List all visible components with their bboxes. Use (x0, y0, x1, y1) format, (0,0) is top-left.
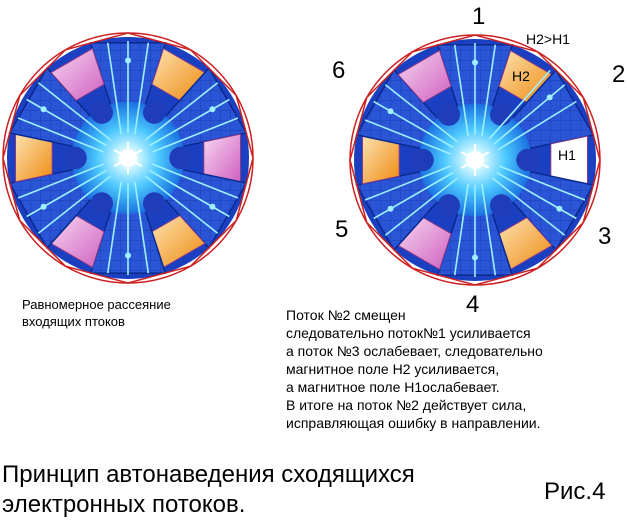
flow-line (149, 169, 230, 218)
flow-line (498, 165, 586, 201)
star-ray (113, 157, 129, 167)
flow-line (364, 119, 452, 155)
lobe (411, 148, 434, 172)
label-5: 5 (335, 216, 348, 243)
flow-arrow (387, 205, 394, 212)
flow-arrow (40, 203, 47, 210)
right-caption-line: а магнитное поле H1ослабевает. (286, 379, 500, 395)
label-3: 3 (598, 223, 611, 250)
right-caption-line: Поток №2 смещен (286, 307, 406, 323)
flow-line (37, 82, 112, 141)
figure-label: Рис.4 (544, 478, 606, 505)
flow-line (373, 100, 454, 149)
flow-line (151, 163, 239, 199)
left-caption-line: входящих птоков (22, 314, 125, 329)
outer-ring (2, 32, 254, 284)
flow-line (37, 175, 112, 234)
flow-line (384, 84, 459, 143)
lobe (143, 192, 166, 215)
lobe (64, 146, 87, 170)
flow-arrow (209, 203, 216, 210)
flow-line (149, 98, 230, 147)
flow-line (488, 69, 551, 140)
left-caption: Равномерное рассеяние входящих птоков (22, 296, 262, 330)
h2-label: H2 (512, 68, 530, 84)
star-ray (460, 151, 476, 161)
label-4: 4 (466, 291, 479, 318)
flow-arrow (472, 254, 478, 261)
star-ray (127, 149, 143, 159)
lobe (437, 194, 460, 217)
outer-ring (349, 34, 601, 286)
flow-arrow (556, 205, 563, 212)
flow-line (134, 181, 150, 274)
star-ray (113, 149, 129, 159)
flow-arrow (125, 252, 131, 259)
right-caption-line: а поток №3 ослабевает, следовательно (286, 343, 543, 359)
main-title-line: электронных потоков. (2, 491, 246, 518)
flow-line (26, 98, 107, 147)
flow-line (106, 42, 122, 135)
flow-line (17, 163, 105, 199)
flow-line (453, 44, 469, 137)
lobe (143, 101, 166, 124)
main-title: Принцип автонаведения сходящихся электро… (2, 460, 562, 520)
lobe (516, 148, 539, 172)
star-ray (460, 159, 476, 169)
left-caption-line: Равномерное рассеяние (22, 297, 171, 312)
flow-arrow (209, 106, 216, 113)
lobe (490, 103, 513, 126)
label-6: 6 (332, 57, 345, 84)
left-disk (2, 32, 254, 284)
flow-line (493, 84, 566, 145)
flow-line (26, 169, 107, 218)
right-caption-line: исправляющая ошибку в направлении. (286, 415, 541, 431)
star-ray (474, 151, 490, 161)
flow-line (373, 171, 454, 220)
lobe (90, 101, 113, 124)
gap-sector (397, 49, 452, 104)
flow-line (144, 175, 219, 234)
flow-line (481, 44, 497, 137)
flow-line (384, 177, 459, 236)
star-ray (127, 157, 143, 167)
right-caption-line: магнитное поле H2 усиливается, (286, 361, 500, 377)
flow-line (481, 183, 497, 276)
h1-label: H1 (558, 147, 576, 163)
flow-arrow (40, 106, 47, 113)
right-caption-line: следовательно поток№1 усиливается (286, 325, 531, 341)
flow-arrow (472, 59, 478, 66)
star-ray (474, 159, 490, 169)
relation-label: H2>H1 (526, 31, 570, 47)
flow-line (144, 82, 219, 141)
lobe (90, 192, 113, 215)
lobe (437, 103, 460, 126)
right-caption-line: В итоге на поток №2 действует сила, (286, 397, 527, 413)
flow-line (151, 117, 239, 153)
label-1: 1 (472, 3, 485, 30)
label-2: 2 (612, 61, 625, 88)
flow-arrow (125, 57, 131, 64)
flow-arrow (546, 94, 553, 101)
flow-line (134, 42, 150, 135)
lobe (490, 194, 513, 217)
right-caption: Поток №2 смещен следовательно поток№1 ус… (286, 306, 626, 432)
lobe (169, 146, 192, 170)
flow-line (364, 165, 452, 201)
flow-line (17, 117, 105, 153)
main-title-line: Принцип автонаведения сходящихся (2, 461, 415, 488)
flow-line (496, 171, 577, 220)
flow-arrow (387, 108, 394, 115)
flow-line (453, 183, 469, 276)
flow-line (491, 177, 566, 236)
right-disk (349, 34, 601, 286)
flow-line (497, 100, 577, 151)
gap-sector (50, 47, 105, 102)
flow-line (106, 181, 122, 274)
